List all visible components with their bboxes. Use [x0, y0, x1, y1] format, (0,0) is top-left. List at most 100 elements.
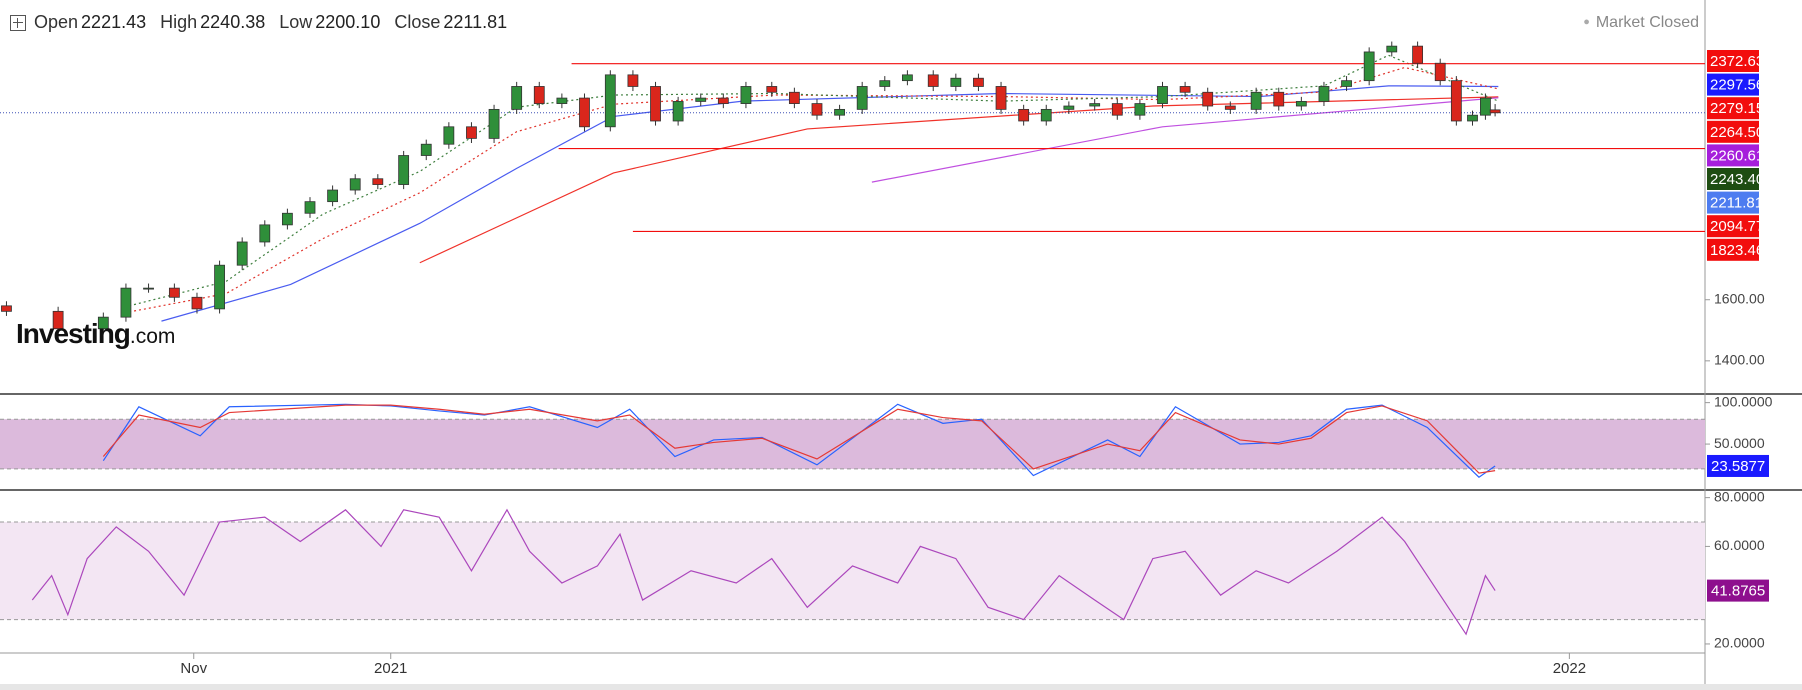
- y-tick-label: 1400.00: [1714, 352, 1765, 368]
- candle-body: [901, 74, 913, 82]
- candle-body: [236, 241, 248, 266]
- moving-average: [129, 66, 1499, 313]
- value-tag-label: 41.8765: [1711, 583, 1765, 600]
- candle-body: [1467, 114, 1478, 122]
- candle-body: [879, 80, 891, 87]
- candle-body: [420, 143, 432, 156]
- ohlc-label: Low: [279, 12, 313, 32]
- price-tag-label: 2211.81: [1710, 195, 1763, 212]
- candle-body: [168, 287, 180, 298]
- candle-body: [1063, 105, 1075, 110]
- candle-body: [466, 126, 477, 139]
- price-tag: [1707, 73, 1759, 96]
- candle-body: [214, 264, 225, 310]
- price-tag-label: 1823.46: [1710, 242, 1764, 259]
- candle-body: [650, 86, 661, 122]
- value-tag-label: 23.5877: [1711, 458, 1765, 475]
- indicator-line: [102, 404, 1496, 474]
- price-tag: [1707, 238, 1759, 261]
- price-tag: [1707, 191, 1759, 214]
- candle-body: [856, 86, 868, 110]
- candle-body: [1018, 108, 1030, 122]
- indicator-line: [31, 508, 1496, 636]
- candle-body: [1250, 91, 1262, 110]
- y-tick-label: 100.0000: [1714, 393, 1773, 409]
- moving-average: [871, 97, 1499, 183]
- price-tag: [1707, 50, 1759, 72]
- candle-body: [995, 86, 1007, 110]
- candle-body: [304, 201, 316, 214]
- candle-body: [1318, 86, 1330, 102]
- candle-body: [97, 316, 109, 330]
- candle-body: [398, 155, 410, 185]
- candle-body: [533, 86, 545, 104]
- y-tick-label: 20.0000: [1714, 635, 1765, 651]
- candle-body: [973, 77, 984, 87]
- candle-body: [1179, 86, 1191, 93]
- ohlc-value: 2221.43: [81, 12, 147, 32]
- price-tag-label: 2094.77: [1710, 218, 1764, 235]
- logo: Investing.com: [16, 318, 175, 350]
- candle-body: [740, 86, 752, 104]
- candle-body: [1040, 108, 1052, 122]
- candle-body: [717, 97, 729, 104]
- candle-body: [1386, 45, 1398, 53]
- price-tag-label: 2260.61: [1710, 147, 1764, 164]
- candle-body: [259, 224, 271, 243]
- candle-body: [766, 86, 778, 93]
- candle-body: [1412, 45, 1424, 64]
- candle-body: [1134, 103, 1146, 116]
- price-tag: [1707, 120, 1759, 143]
- candle-body: [788, 91, 800, 104]
- candle-body: [1489, 109, 1501, 114]
- candle-body: [627, 74, 639, 87]
- logo-suffix: .com: [129, 325, 176, 348]
- candle-body: [120, 287, 132, 318]
- y-tick-label: 80.0000: [1714, 488, 1765, 504]
- candle-body: [811, 103, 823, 116]
- price-tag-label: 2243.40: [1710, 171, 1764, 188]
- indicator-band: [0, 419, 1705, 469]
- ohlc-label: Close: [394, 12, 441, 32]
- price-tag-label: 2297.56: [1710, 77, 1764, 94]
- moving-average: [161, 85, 1499, 322]
- moving-average: [419, 96, 1499, 264]
- moving-average: [129, 54, 1499, 307]
- y-tick-label: 60.0000: [1714, 537, 1765, 553]
- price-tag: [1707, 215, 1759, 238]
- candle-body: [349, 178, 361, 191]
- candle-body: [579, 97, 590, 128]
- value-tag: [1707, 579, 1769, 602]
- candle-body: [1434, 62, 1446, 82]
- price-tag-label: 2279.15: [1710, 100, 1764, 117]
- candle-body: [1273, 91, 1285, 107]
- candle-body: [52, 310, 64, 330]
- price-tag-label: 2264.50: [1710, 124, 1764, 141]
- candle-body: [695, 97, 707, 102]
- ohlc-value: 2240.38: [200, 12, 266, 32]
- x-tick-label: 2021: [374, 660, 407, 677]
- bottom-bar: [0, 684, 1802, 690]
- x-tick-label: Nov: [180, 660, 207, 677]
- candle-body: [1450, 80, 1462, 122]
- candle-body: [1089, 103, 1101, 107]
- candle-body: [1363, 51, 1375, 82]
- candle-body: [372, 178, 384, 185]
- expand-icon[interactable]: [10, 14, 26, 31]
- price-tag-label: 2372.63: [1710, 53, 1764, 70]
- candle-body: [1480, 97, 1491, 116]
- candle-body: [950, 77, 962, 87]
- ohlc-header: Open 2221.43 High 2240.38 Low 2200.10 Close 221…: [10, 12, 521, 33]
- y-tick-label: 50.0000: [1714, 435, 1765, 451]
- candle-body: [143, 287, 154, 290]
- candle-body: [1202, 91, 1214, 107]
- candle-body: [1295, 101, 1307, 107]
- ohlc-label: Open: [34, 12, 79, 32]
- ohlc-value: 2211.81: [443, 12, 508, 32]
- value-tag: [1707, 454, 1769, 477]
- candle-body: [1111, 103, 1123, 116]
- candle-body: [488, 108, 500, 139]
